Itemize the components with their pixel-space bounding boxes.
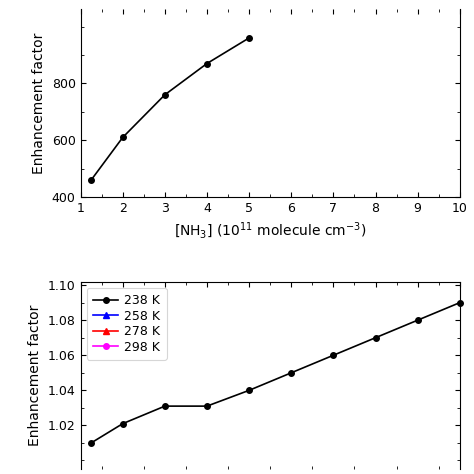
X-axis label: [NH$_3$] (10$^{11}$ molecule cm$^{-3}$): [NH$_3$] (10$^{11}$ molecule cm$^{-3}$): [174, 220, 366, 241]
Legend: 238 K, 258 K, 278 K, 298 K: 238 K, 258 K, 278 K, 298 K: [87, 288, 166, 360]
Y-axis label: Enhancement factor: Enhancement factor: [32, 33, 46, 174]
Y-axis label: Enhancement factor: Enhancement factor: [28, 305, 42, 446]
